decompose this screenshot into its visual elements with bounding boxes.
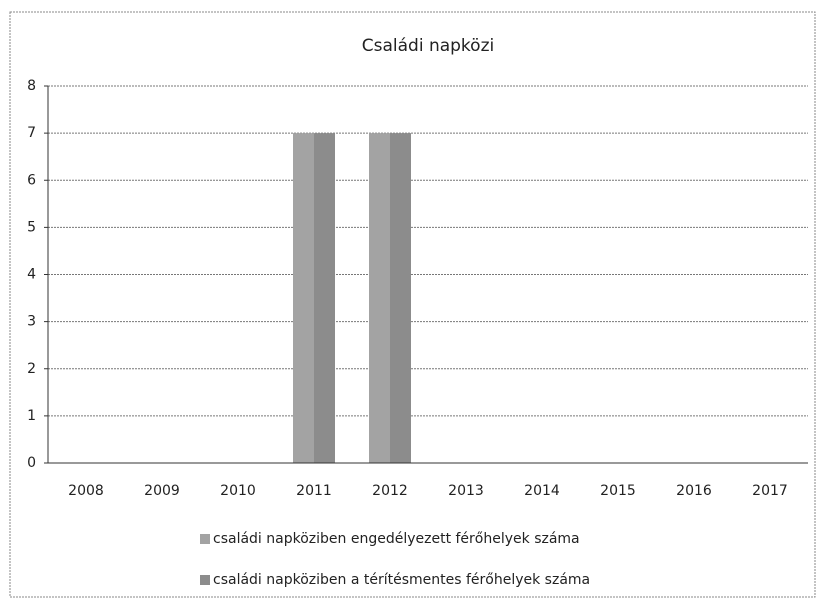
bar [390, 133, 411, 463]
x-tick-label: 2017 [752, 483, 788, 499]
legend-label: családi napköziben engedélyezett férőhel… [213, 531, 580, 547]
bar [314, 133, 335, 463]
y-tick-label: 2 [27, 361, 36, 377]
x-tick-label: 2010 [220, 483, 256, 499]
legend-swatch [200, 575, 210, 585]
x-tick-label: 2008 [68, 483, 104, 499]
y-tick-label: 7 [27, 125, 36, 141]
legend-swatch [200, 534, 210, 544]
chart-title: Családi napközi [362, 36, 494, 56]
x-tick-label: 2016 [676, 483, 712, 499]
bar [293, 133, 314, 463]
y-tick-label: 8 [27, 78, 36, 94]
y-tick-label: 3 [27, 314, 36, 330]
y-tick-label: 5 [27, 219, 36, 235]
y-tick-label: 6 [27, 172, 36, 188]
legend-label: családi napköziben a térítésmentes férőh… [213, 572, 590, 588]
x-tick-label: 2012 [372, 483, 408, 499]
x-tick-label: 2014 [524, 483, 560, 499]
x-tick-label: 2011 [296, 483, 332, 499]
x-tick-label: 2013 [448, 483, 484, 499]
y-tick-label: 0 [27, 455, 36, 471]
y-tick-label: 4 [27, 267, 36, 283]
x-tick-label: 2015 [600, 483, 636, 499]
y-tick-label: 1 [27, 408, 36, 424]
x-tick-label: 2009 [144, 483, 180, 499]
chart-frame [9, 11, 816, 598]
bar [369, 133, 390, 463]
